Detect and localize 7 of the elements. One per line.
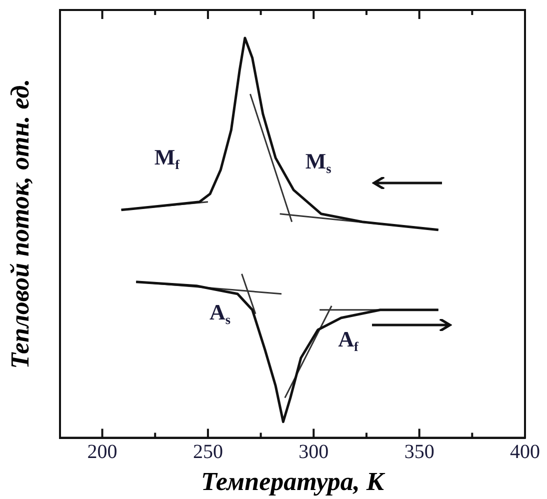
x-tick-label: 250 [192,441,223,464]
x-tick-label: 200 [87,441,118,464]
x-tick-label: 400 [510,441,540,464]
x-axis-title: Температура, К [200,467,386,496]
x-tick-label: 350 [404,441,434,464]
x-tick-label: 300 [298,441,329,464]
y-axis-title: Тепловой поток, отн. ед. [6,78,35,369]
